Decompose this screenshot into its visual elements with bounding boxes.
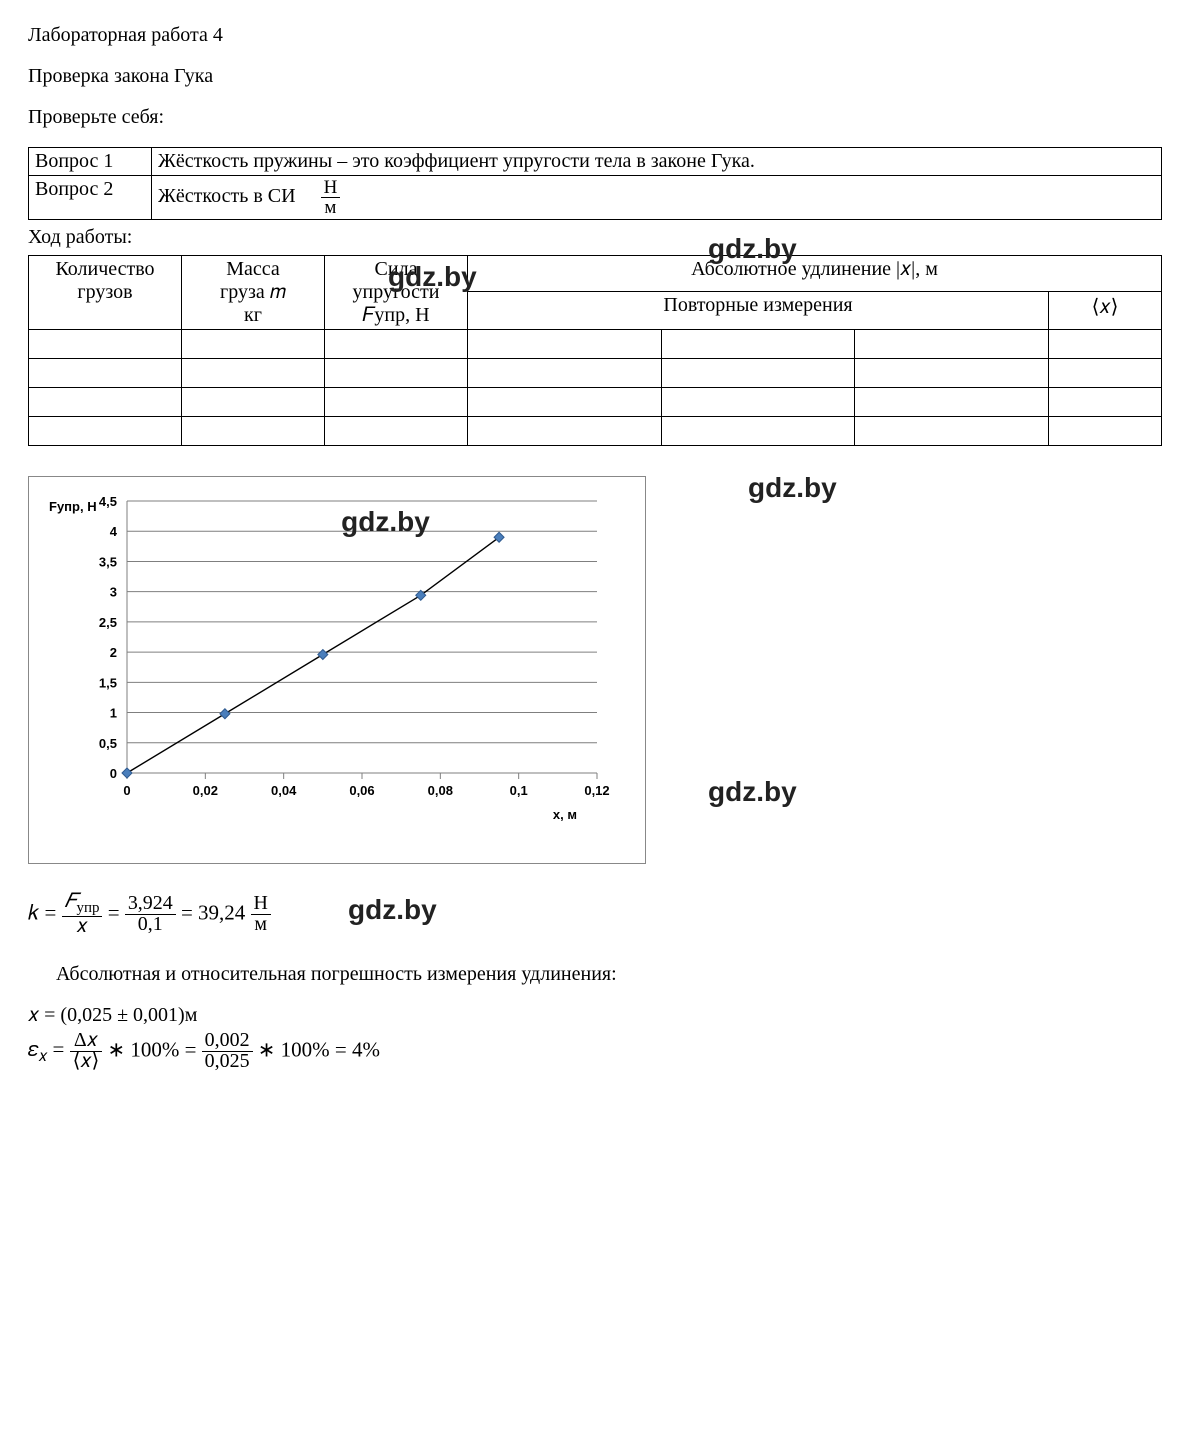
svg-text:3,5: 3,5 [99, 554, 117, 569]
k-formula: 𝑘 = 𝐹упр 𝑥 = 3,924 0,1 = 39,24 Н м [28, 892, 1162, 937]
svg-text:2,5: 2,5 [99, 615, 117, 630]
q1-label: Вопрос 1 [29, 148, 152, 176]
q2-label: Вопрос 2 [29, 176, 152, 220]
q2-fraction: Н м [321, 178, 341, 217]
svg-text:0,12: 0,12 [584, 783, 609, 798]
col-repeat: Повторные измерения [468, 291, 1049, 329]
x-equation: 𝑥 = (0,025 ± 0,001)м [28, 1004, 1162, 1027]
svg-text:4: 4 [110, 524, 118, 539]
svg-text:0,1: 0,1 [510, 783, 528, 798]
svg-text:0,08: 0,08 [428, 783, 453, 798]
svg-text:2: 2 [110, 645, 117, 660]
watermark: gdz.by [748, 472, 837, 504]
chart-row: gdz.by gdz.by 00,020,040,060,080,10,1200… [28, 446, 1162, 864]
procedure-label: Ход работы: [28, 226, 1162, 249]
col-mass: Масса груза 𝑚 кг [182, 256, 325, 330]
document-root: Лабораторная работа 4 Проверка закона Гу… [28, 24, 1162, 1072]
chart-container: 0 0,02 0,04 0,06 0,08 0,1 0,12 0 0,5 1 1,5 2 2,5 3 3,5… [28, 476, 646, 864]
svg-text:0,5: 0,5 [99, 736, 117, 751]
table-row [29, 388, 1162, 417]
col-elong-top: Абсолютное удлинение |𝑥|, м [468, 256, 1162, 292]
data-table: Количество грузов Масса груза 𝑚 кг Сила … [28, 255, 1162, 446]
svg-text:1,5: 1,5 [99, 675, 117, 690]
svg-text:0: 0 [110, 766, 117, 781]
svg-text:Fупр, Н: Fупр, Н [49, 499, 97, 514]
epsilon-formula: 𝜀𝑥 = Δ𝑥 ⟨𝑥⟩ ∗ 100% = 0,002 0,025 ∗ 100% … [28, 1031, 1162, 1072]
data-table-wrapper: gdz.by gdz.by Количество грузов Масса гр… [28, 255, 1162, 446]
q2-cell: Жёсткость в СИ Н м [152, 176, 1162, 220]
table-row [29, 417, 1162, 446]
lab-subtitle: Проверка закона Гука [28, 65, 1162, 88]
table-row [29, 330, 1162, 359]
svg-text:gdz.by: gdz.by [341, 506, 430, 537]
svg-text:1: 1 [110, 706, 117, 721]
svg-text:x, м: x, м [553, 807, 577, 822]
svg-text:3: 3 [110, 585, 117, 600]
col-force: Сила упругости 𝐹упр, Н [325, 256, 468, 330]
q2-prefix: Жёсткость в СИ [158, 185, 296, 207]
questions-table: Вопрос 1 Жёсткость пружины – это коэффиц… [28, 147, 1162, 220]
svg-text:0,02: 0,02 [193, 783, 218, 798]
svg-text:0: 0 [123, 783, 130, 798]
lab-title: Лабораторная работа 4 [28, 24, 1162, 47]
q1-text: Жёсткость пружины – это коэффициент упру… [152, 148, 1162, 176]
svg-text:0,04: 0,04 [271, 783, 297, 798]
col-count: Количество грузов [29, 256, 182, 330]
force-vs-elongation-chart: 0 0,02 0,04 0,06 0,08 0,1 0,12 0 0,5 1 1,5 2 2,5 3 3,5… [39, 487, 629, 847]
col-avg: ⟨𝑥⟩ [1049, 291, 1162, 329]
svg-text:0,06: 0,06 [349, 783, 374, 798]
abs-err-label: Абсолютная и относительная погрешность и… [56, 963, 1162, 986]
table-row [29, 359, 1162, 388]
svg-text:4,5: 4,5 [99, 494, 117, 509]
check-yourself-label: Проверьте себя: [28, 106, 1162, 129]
watermark: gdz.by [708, 776, 797, 808]
